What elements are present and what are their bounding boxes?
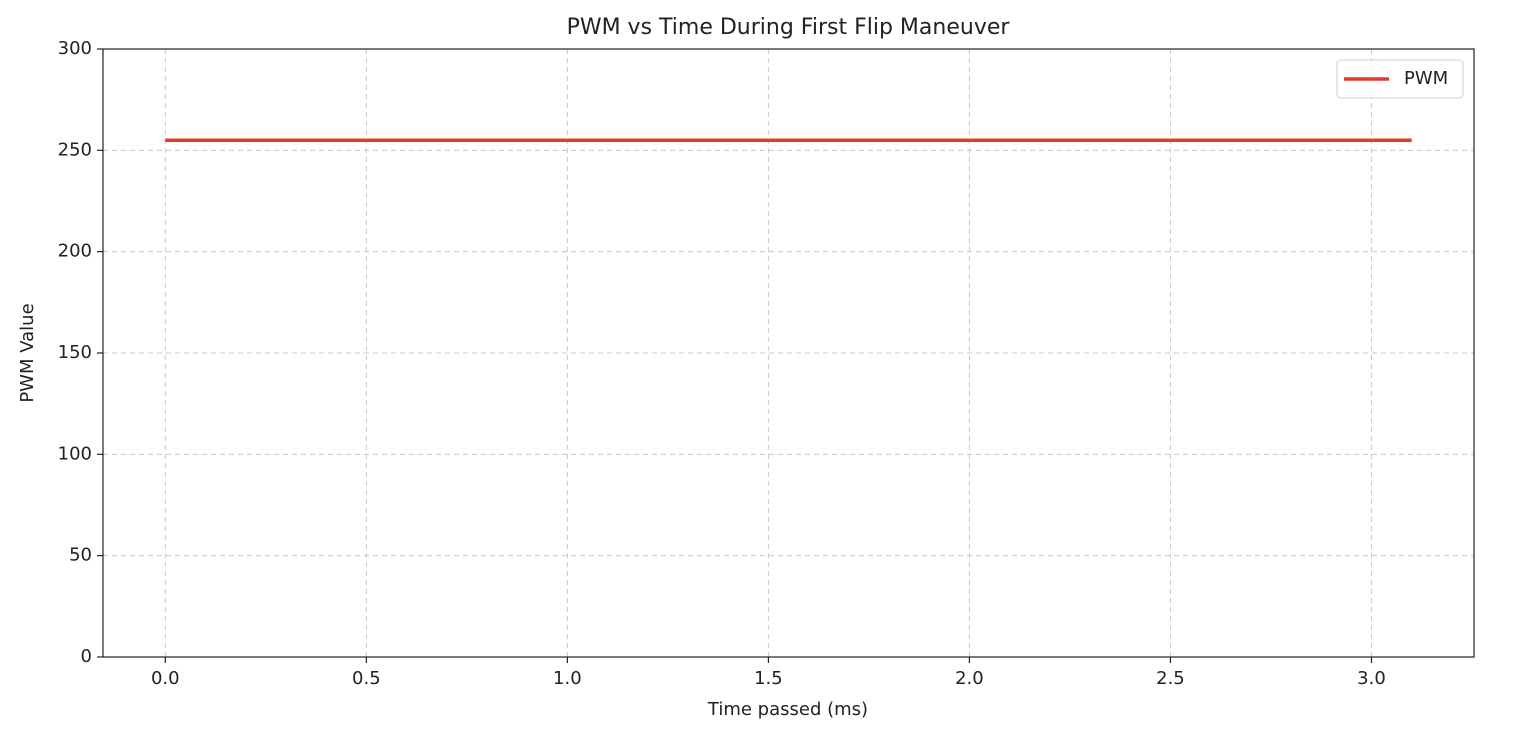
y-tick-label: 50 [69,545,92,566]
x-tick-label: 1.0 [553,668,582,689]
legend-label: PWM [1404,68,1448,89]
y-axis-label: PWM Value [17,303,38,402]
plot-frame [102,48,1475,658]
x-tick-label: 0.0 [151,668,180,689]
chart-title: PWM vs Time During First Flip Maneuver [567,15,1011,40]
x-tick-label: 1.5 [754,668,783,689]
y-tick-label: 250 [58,139,92,160]
x-tick-label: 3.0 [1357,668,1386,689]
y-tick-label: 0 [81,646,92,667]
y-tick-label: 300 [58,38,92,59]
x-tick-label: 2.0 [955,668,984,689]
y-tick-label: 100 [58,443,92,464]
x-tick-label: 2.5 [1156,668,1185,689]
y-tick-label: 200 [58,241,92,262]
x-tick-label: 0.5 [352,668,381,689]
y-tick-label: 150 [58,342,92,363]
x-axis-label: Time passed (ms) [707,699,868,720]
legend-box [1336,59,1464,99]
